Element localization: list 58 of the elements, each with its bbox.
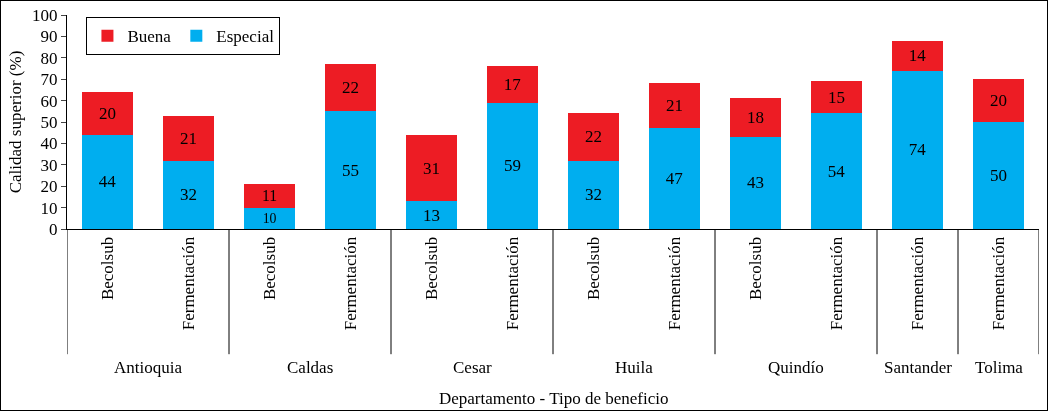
x-tick-label: Fermentación (179, 236, 199, 331)
legend-label: Buena (127, 27, 172, 47)
data-label: 11 (261, 186, 278, 204)
legend-label: Especial (216, 27, 275, 47)
y-tick-label: 0 (49, 219, 58, 239)
data-label: 32 (585, 185, 602, 205)
x-axis-title: Departamento - Tipo de beneficio (439, 389, 669, 408)
data-label: 20 (99, 103, 116, 123)
x-tick-label: Fermentación (341, 236, 361, 331)
text: Cesar (453, 358, 493, 377)
data-label: 14 (908, 46, 927, 66)
y-tick-label: 90 (40, 27, 58, 47)
data-label: 21 (180, 128, 197, 148)
data-label: 55 (342, 160, 359, 180)
y-tick-label: 100 (32, 5, 58, 25)
y-tick-label: 40 (40, 134, 58, 154)
y-tick-label: 30 (40, 155, 58, 175)
x-tick-label: Becolsub (98, 236, 118, 301)
data-label: 21 (666, 96, 683, 116)
y-tick-label: 50 (40, 112, 58, 132)
x-tick-label: Fermentación (665, 236, 685, 331)
data-label: 50 (990, 166, 1007, 185)
data-label: 18 (747, 108, 764, 128)
text: Tolima (975, 358, 1024, 377)
text: Quindío (768, 358, 824, 377)
x-tick-label: Fermentación (503, 236, 523, 331)
x-tick-label: Fermentación (989, 236, 1009, 331)
data-label: 54 (827, 161, 846, 181)
text: Antioquia (114, 358, 183, 377)
y-tick-label: 20 (40, 177, 58, 197)
y-tick-label: 70 (40, 70, 58, 90)
data-label: 44 (98, 172, 117, 192)
x-tick-label: Fermentación (908, 236, 928, 331)
data-label: 13 (423, 205, 440, 225)
data-label: 17 (503, 75, 522, 95)
x-tick-label: Becolsub (584, 236, 604, 301)
data-label: 15 (828, 87, 845, 107)
y-axis-title: Calidad superior (%) (5, 50, 25, 194)
data-label: 59 (504, 156, 521, 176)
x-tick-label: Fermentación (827, 236, 847, 331)
text: Huila (615, 358, 654, 377)
data-label: 31 (423, 158, 440, 178)
x-tick-label: Becolsub (260, 236, 280, 301)
data-label: 22 (342, 78, 359, 98)
data-label: 20 (990, 91, 1007, 111)
data-label: 10 (262, 210, 277, 226)
y-tick-label: 10 (40, 198, 58, 218)
data-label: 43 (747, 173, 764, 193)
data-label: 74 (908, 140, 927, 160)
x-tick-label: Becolsub (422, 236, 442, 301)
data-label: 32 (180, 185, 197, 205)
x-tick-label: Becolsub (746, 236, 766, 301)
text: Santander (884, 358, 953, 377)
text: Caldas (287, 358, 334, 377)
y-tick-label: 60 (40, 91, 58, 111)
data-label: 22 (585, 127, 602, 147)
data-label: 47 (665, 169, 684, 189)
y-tick-label: 80 (40, 48, 58, 68)
